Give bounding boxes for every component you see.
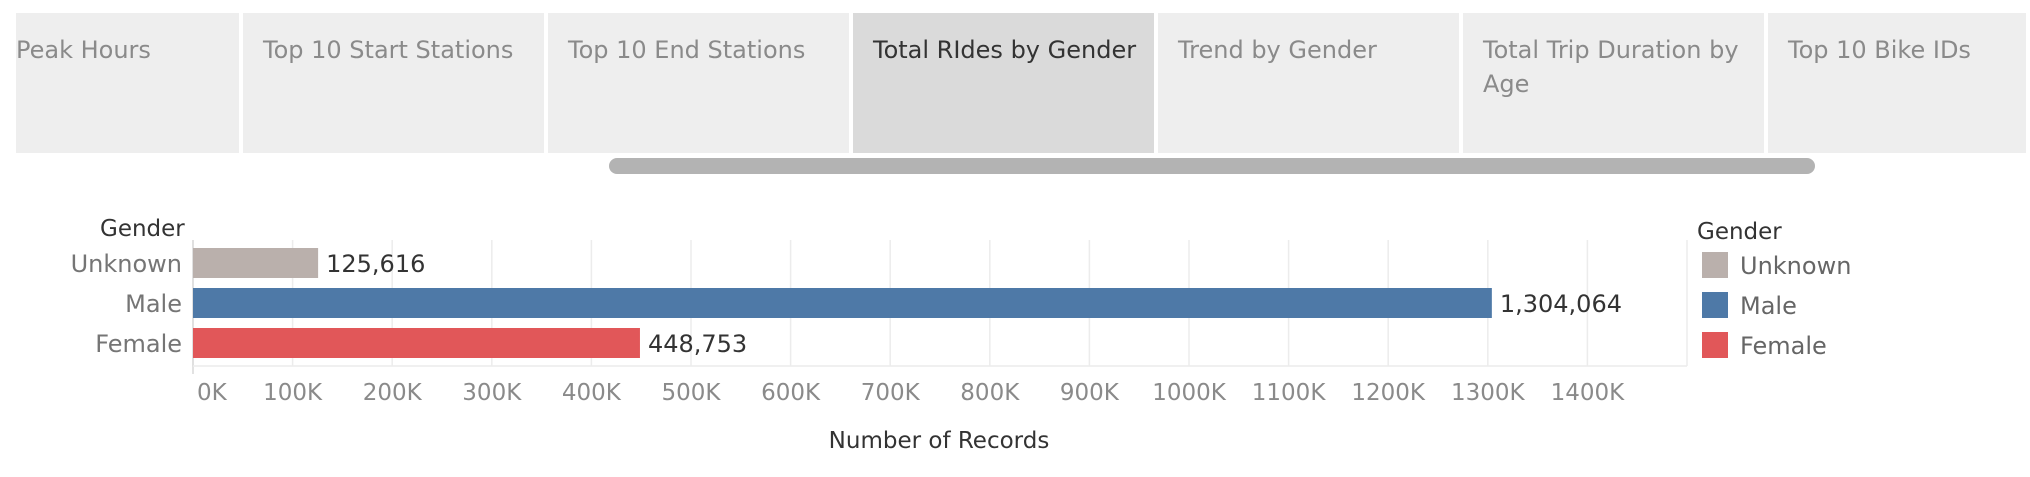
tab-top-10-end-stations[interactable]: Top 10 End Stations (548, 13, 849, 153)
tab-label: Top 10 End Stations (568, 36, 806, 64)
data-label-male: 1,304,064 (1500, 290, 1622, 318)
bar-male[interactable] (193, 288, 1492, 318)
tab-top-10-bike-ids[interactable]: Top 10 Bike IDs (1768, 13, 2026, 153)
legend-label-unknown: Unknown (1740, 252, 1851, 280)
tab-label: Top 10 Bike IDs (1788, 36, 1971, 64)
x-tick-label: 900K (1060, 380, 1120, 406)
tab-label: Trend by Gender (1178, 36, 1377, 64)
data-label-unknown: 125,616 (326, 250, 425, 278)
x-tick-label: 1200K (1351, 380, 1426, 406)
bar-unknown[interactable] (193, 248, 319, 278)
tab-strip: Peak Hours Top 10 Start Stations Top 10 … (16, 13, 2026, 153)
x-tick-label: 1300K (1451, 380, 1526, 406)
tab-scrollbar[interactable] (609, 158, 1815, 174)
legend-title: Gender (1697, 219, 1782, 245)
legend-swatch-female (1702, 332, 1728, 358)
category-label-unknown: Unknown (71, 250, 182, 278)
legend-label-male: Male (1740, 292, 1797, 320)
tab-peak-hours[interactable]: Peak Hours (16, 13, 239, 153)
tab-top-10-start-stations[interactable]: Top 10 Start Stations (243, 13, 544, 153)
x-tick-label: 1100K (1252, 380, 1327, 406)
tab-total-rides-by-gender[interactable]: Total RIdes by Gender (853, 13, 1154, 153)
data-label-female: 448,753 (648, 330, 747, 358)
x-tick-label: 1000K (1152, 380, 1227, 406)
legend-swatch-male (1702, 292, 1728, 318)
tab-label: Top 10 Start Stations (263, 36, 514, 64)
x-tick-label: 600K (761, 380, 821, 406)
tab-trend-by-gender[interactable]: Trend by Gender (1158, 13, 1459, 153)
category-label-female: Female (95, 330, 182, 358)
category-label-male: Male (125, 290, 182, 318)
tab-label: Peak Hours (16, 36, 151, 64)
tick-layer: 0K 100K 200K 300K 400K 500K 600K 700K 800K 900K 10… (197, 380, 1625, 406)
legend: Gender Unknown Male Female (1697, 219, 1851, 360)
bar-layer (193, 248, 1492, 358)
x-tick-label: 800K (960, 380, 1020, 406)
x-tick-label: 200K (363, 380, 423, 406)
x-tick-label: 400K (562, 380, 622, 406)
legend-swatch-unknown (1702, 252, 1728, 278)
tab-label: Total RIdes by Gender (873, 36, 1137, 64)
x-tick-label: 500K (662, 380, 722, 406)
x-tick-label: 100K (263, 380, 323, 406)
tab-total-trip-duration-by-age[interactable]: Total Trip Duration by Age (1463, 13, 1764, 153)
tab-label: Total Trip Duration by Age (1483, 36, 1739, 98)
x-tick-label: 300K (462, 380, 522, 406)
label-layer: Unknown 125,616 Male 1,304,064 Female 448,753 (71, 250, 1622, 358)
x-axis-title: Number of Records (829, 428, 1050, 454)
x-tick-label: 700K (861, 380, 921, 406)
row-header: Gender (100, 216, 185, 242)
legend-label-female: Female (1740, 332, 1827, 360)
bar-female[interactable] (193, 328, 640, 358)
x-tick-label: 0K (197, 380, 228, 406)
x-tick-label: 1400K (1551, 380, 1626, 406)
